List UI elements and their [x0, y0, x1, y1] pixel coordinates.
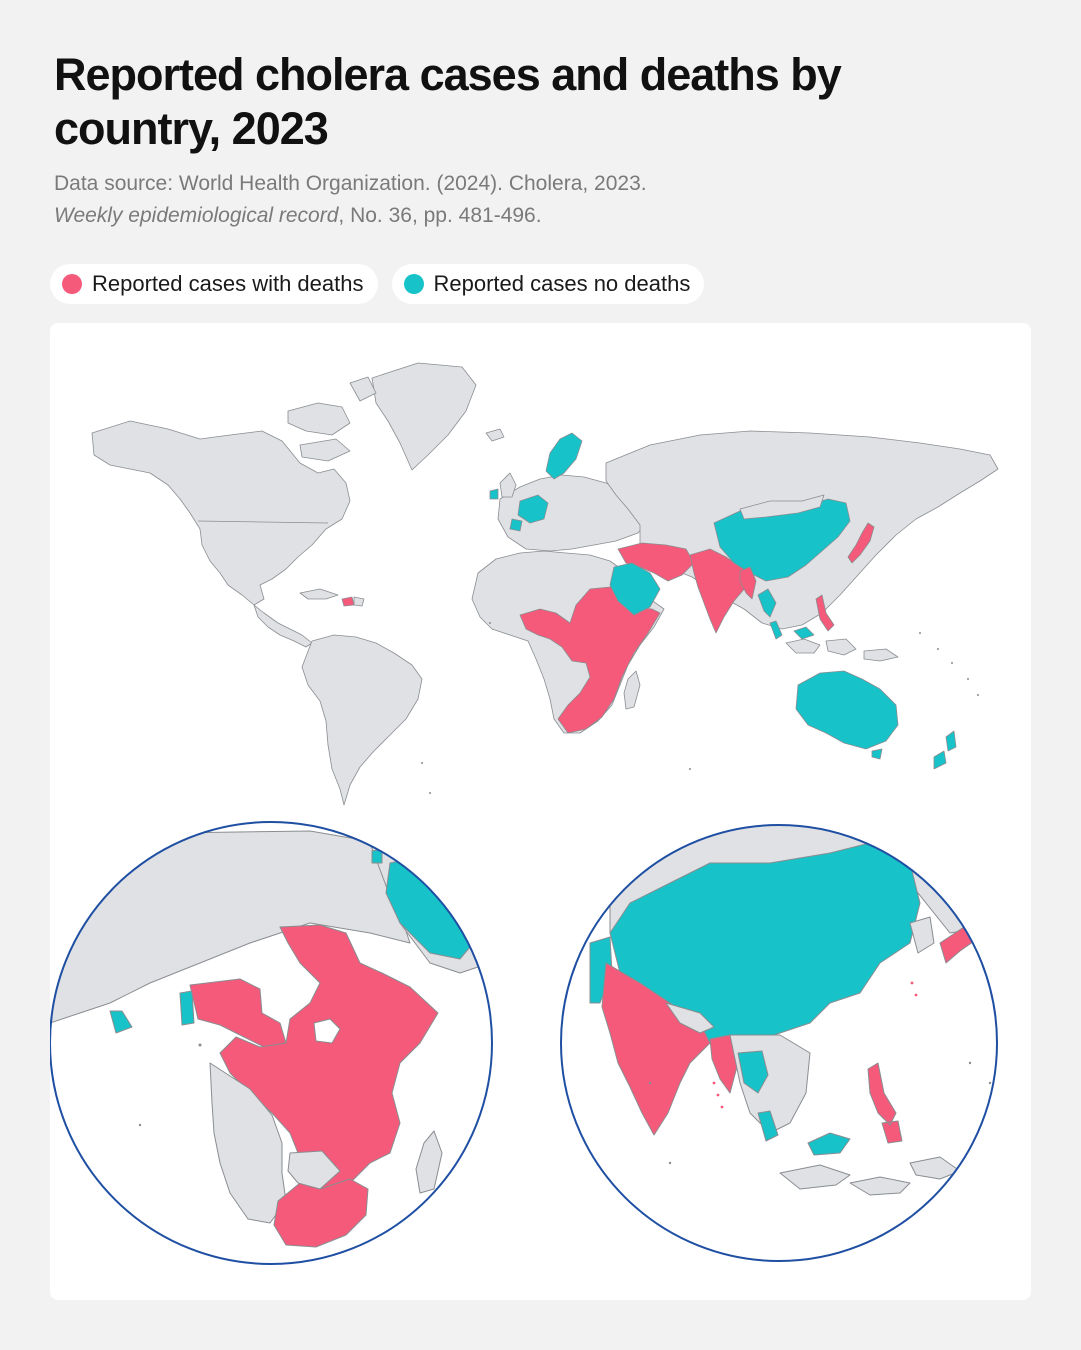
lake-victoria: [313, 1018, 341, 1044]
land-uk: [499, 472, 517, 498]
legend-dot-with-deaths: [62, 274, 82, 294]
citation-pages: , No. 36, pp. 481-496.: [338, 204, 542, 227]
land-iceland: [485, 428, 505, 442]
land-nepal-bangladesh: [665, 1002, 715, 1034]
inset-ring-africa: [50, 821, 493, 1265]
land-mongolia: [739, 494, 825, 520]
country-philippines: [815, 594, 835, 632]
land-central-america: [253, 604, 313, 648]
country-middle-east-inset: [399, 834, 471, 872]
land-korea: [909, 916, 935, 954]
world-map: [91, 362, 999, 806]
country-saudi-arabia: [609, 562, 661, 616]
land-botswana: [287, 1150, 341, 1190]
country-south-asia: [689, 548, 753, 634]
land-ireland: [489, 488, 499, 500]
country-africa-pink: [519, 586, 661, 734]
country-western-europe: [509, 494, 549, 532]
land-indonesia: [785, 638, 899, 662]
country-malaysia-inset: [757, 1110, 851, 1156]
country-tasmania: [871, 748, 883, 760]
inset-asia: [560, 824, 998, 1262]
inset-ring-asia: [560, 824, 998, 1262]
asia-grey-islands: [648, 1061, 992, 1165]
source-line: Data source: World Health Organization. …: [54, 172, 647, 195]
country-se-asia-teal: [757, 588, 783, 640]
citation-title: Weekly epidemiological record: [54, 204, 339, 227]
legend-dot-no-deaths: [403, 274, 424, 294]
page-title: Reported cholera cases and deaths by cou…: [54, 49, 842, 154]
land-north-africa: [50, 830, 411, 1024]
country-myanmar: [739, 566, 757, 600]
land-south-america: [301, 634, 423, 806]
land-madagascar: [623, 670, 641, 710]
land-north-america: [91, 420, 351, 606]
legend: Reported cases with deaths Reported case…: [50, 264, 705, 304]
legend-label-no-deaths: Reported cases no deaths: [433, 271, 691, 296]
land-greenland: [371, 362, 477, 471]
country-australia: [795, 670, 899, 750]
small-islands: [421, 622, 979, 794]
country-new-zealand: [933, 730, 957, 770]
country-philippines-inset: [867, 1062, 903, 1144]
map-svg: [50, 362, 999, 1265]
map-card: [50, 323, 1031, 1300]
land-madagascar-inset: [415, 1130, 443, 1194]
asia-small-islands: [712, 981, 918, 1109]
land-haiti: [341, 596, 355, 607]
legend-label-with-deaths: Reported cases with deaths: [92, 271, 364, 296]
country-thailand-inset: [737, 1050, 769, 1094]
legend-item-no-deaths: Reported cases no deaths: [391, 264, 705, 304]
land-indonesia-inset: [779, 1156, 961, 1196]
country-west-africa-teal: [109, 990, 195, 1034]
land-southern-africa-west: [209, 1062, 287, 1224]
country-malaysia-teal: [793, 626, 815, 640]
legend-item-with-deaths: Reported cases with deaths: [50, 264, 378, 304]
land-canada-border: [197, 520, 329, 524]
island-dot: [138, 1123, 142, 1127]
island-dot: [198, 1043, 202, 1047]
country-japan: [847, 522, 875, 564]
data-source: Data source: World Health Organization. …: [54, 168, 647, 232]
source-citation: Weekly epidemiological record, No. 36, p…: [54, 200, 647, 232]
inset-africa: [50, 821, 493, 1265]
land-arctic-islands: [287, 376, 377, 462]
country-scandinavia: [545, 432, 583, 480]
land-cuba: [299, 588, 339, 600]
land-dominican-republic: [353, 596, 365, 607]
